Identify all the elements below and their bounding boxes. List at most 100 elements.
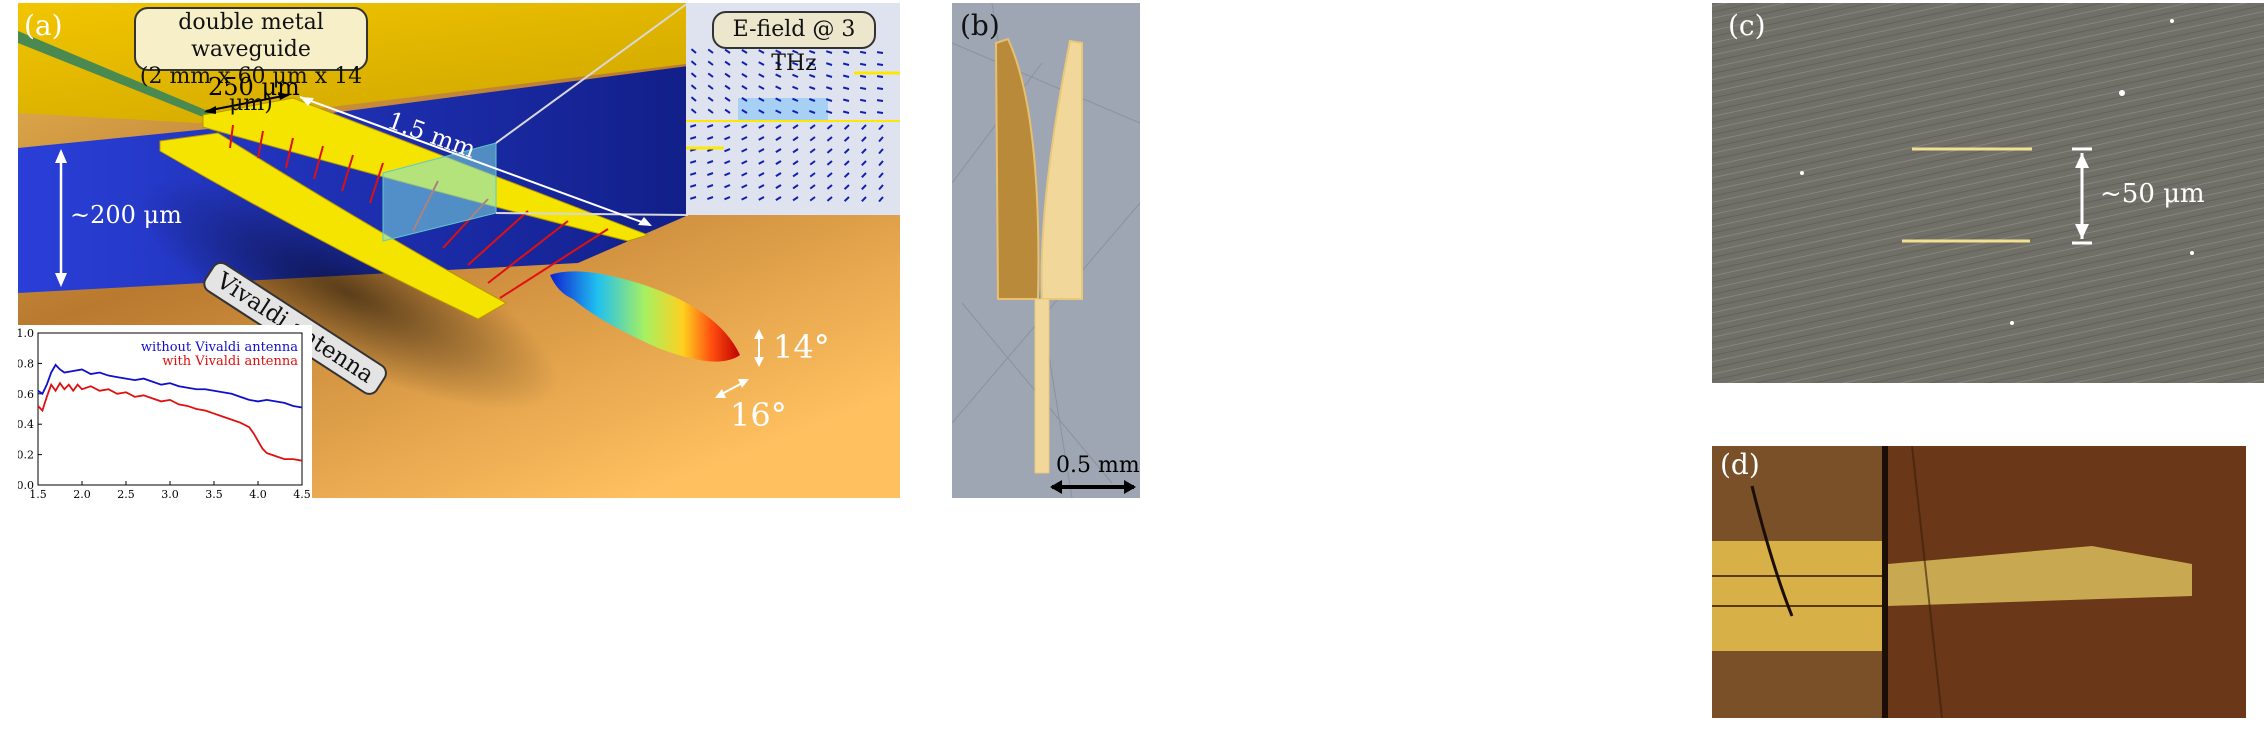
efield-vector (876, 63, 884, 66)
efield-vector (758, 148, 765, 153)
efield-vector (809, 196, 816, 202)
efield-vector (724, 160, 731, 165)
efield-vector (859, 74, 867, 78)
efield-vector (741, 109, 748, 114)
efield-vector (809, 172, 816, 178)
panel-d-label: (d) (1720, 448, 1760, 481)
efield-vector (775, 73, 782, 78)
series-line-2 (37, 381, 303, 462)
panel-c-label: (c) (1728, 9, 1766, 42)
efield-vector (809, 98, 816, 102)
efield-vector (758, 160, 765, 165)
efield-vector (826, 196, 833, 202)
efield-vector (758, 172, 765, 177)
efield-vector (758, 184, 765, 189)
efield-vector (724, 96, 731, 102)
efield-vector (792, 73, 799, 78)
x-tick-label: 3.0 (161, 488, 179, 498)
efield-vector (792, 109, 799, 114)
efield-vector (859, 86, 867, 90)
panel-c: (c) ~50 μm (1712, 3, 2264, 383)
efield-vector (724, 136, 731, 141)
efield-vector (707, 108, 714, 114)
efield-vector (809, 184, 816, 190)
efield-vector (758, 97, 765, 102)
panel-a-label: (a) (24, 9, 63, 42)
antenna-section (1888, 546, 2192, 606)
efield-vector (809, 74, 816, 78)
efield-vector (707, 72, 714, 78)
efield-vector (843, 124, 850, 130)
width-label: 250 μm (208, 73, 300, 101)
efield-vector (842, 86, 850, 90)
efield-vector (707, 160, 714, 164)
efield-vector (775, 61, 782, 66)
efield-vector (861, 160, 867, 167)
efield-vector (707, 96, 714, 102)
panel-d: (d) (1712, 446, 2246, 718)
efield-vector (792, 196, 799, 202)
waveguide-dims: (2 mm x 60 μm x 14 μm) (139, 64, 363, 116)
series-line-1 (37, 363, 303, 409)
antenna-lower-fin (159, 132, 508, 320)
efield-vector (842, 50, 850, 54)
waveguide-strip (1034, 298, 1050, 474)
x-tick-label: 3.5 (205, 488, 223, 498)
efield-vector (724, 84, 731, 90)
efield-vector (758, 61, 765, 66)
efield-vector (707, 172, 714, 176)
efield-callout: E-field @ 3 THz (712, 11, 876, 76)
efield-vector (843, 136, 850, 142)
efield-vector (758, 124, 765, 129)
efield-vector (775, 85, 782, 90)
efield-vector (724, 72, 731, 78)
efield-vector (690, 108, 697, 114)
efield-vector (724, 60, 731, 66)
efield-vector (826, 148, 833, 154)
efield-vector (826, 136, 833, 142)
efield-vector (775, 124, 782, 129)
efield-vector (878, 136, 884, 143)
efield-vector (809, 86, 816, 90)
efield-vector (826, 124, 833, 130)
beam-pattern (550, 271, 740, 362)
efield-vector (775, 136, 782, 141)
y-tick-label: 0.2 (18, 449, 34, 462)
efield-vector (792, 172, 799, 178)
efield-vector (775, 148, 782, 153)
waveguide-callout: double metal waveguide (2 mm x 60 μm x 1… (134, 7, 368, 116)
efield-vector (741, 124, 748, 129)
efield-vector (741, 172, 748, 177)
efield-vector (826, 184, 833, 190)
efield-vector (825, 50, 833, 54)
efield-vector (724, 172, 731, 177)
efield-vector (842, 98, 850, 102)
efield-vector (859, 50, 867, 54)
efield-vector (689, 124, 697, 128)
reflectivity-chart: 1.52.02.53.03.54.04.50.00.20.40.60.81.0F… (18, 325, 312, 498)
antenna-fin-left (994, 37, 1040, 300)
efield-vector (792, 85, 799, 90)
efield-vector (792, 184, 799, 190)
efield-vector (861, 196, 867, 203)
x-tick-label: 4.0 (249, 488, 267, 498)
efield-vector (876, 75, 884, 78)
efield-vector (741, 196, 748, 201)
efield-vector (707, 196, 714, 200)
efield-vector (859, 98, 867, 102)
efield-vector (809, 62, 816, 66)
efield-vector (724, 148, 731, 153)
efield-vector (775, 196, 782, 201)
y-tick-label: 0.6 (18, 388, 34, 401)
efield-vector (690, 72, 697, 78)
efield-vector (878, 196, 884, 203)
efield-vector (878, 124, 884, 131)
legend-entry-1: without Vivaldi antenna (141, 340, 298, 355)
efield-vector (724, 184, 731, 189)
efield-vector (758, 196, 765, 201)
efield-vector (792, 124, 799, 130)
x-tick-label: 4.5 (293, 488, 311, 498)
efield-vector (724, 48, 731, 54)
efield-vector (876, 99, 884, 102)
angle-horizontal-label: 16° (730, 396, 787, 434)
